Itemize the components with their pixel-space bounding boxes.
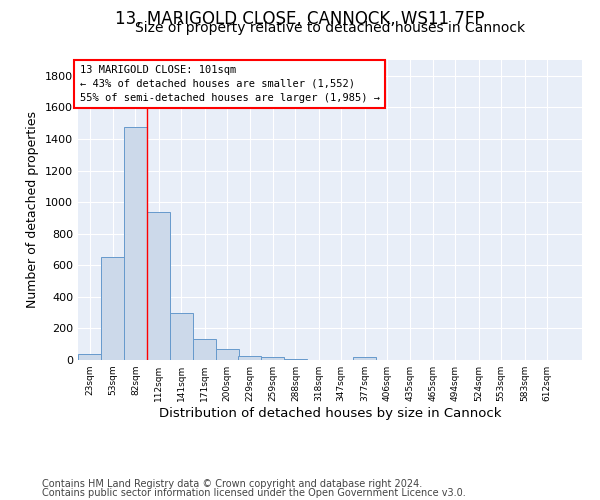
- Text: 13, MARIGOLD CLOSE, CANNOCK, WS11 7FP: 13, MARIGOLD CLOSE, CANNOCK, WS11 7FP: [115, 10, 485, 28]
- Bar: [284, 359, 307, 360]
- Bar: [353, 357, 376, 360]
- Text: Contains public sector information licensed under the Open Government Licence v3: Contains public sector information licen…: [42, 488, 466, 498]
- Title: Size of property relative to detached houses in Cannock: Size of property relative to detached ho…: [135, 21, 525, 35]
- Bar: [124, 127, 147, 360]
- Bar: [238, 356, 261, 360]
- Text: 13 MARIGOLD CLOSE: 101sqm
← 43% of detached houses are smaller (1,552)
55% of se: 13 MARIGOLD CLOSE: 101sqm ← 43% of detac…: [80, 64, 380, 102]
- Bar: [78, 354, 101, 360]
- Bar: [215, 350, 239, 360]
- Bar: [170, 314, 193, 360]
- Text: Contains HM Land Registry data © Crown copyright and database right 2024.: Contains HM Land Registry data © Crown c…: [42, 479, 422, 489]
- X-axis label: Distribution of detached houses by size in Cannock: Distribution of detached houses by size …: [159, 407, 501, 420]
- Bar: [101, 258, 124, 360]
- Y-axis label: Number of detached properties: Number of detached properties: [26, 112, 40, 308]
- Bar: [262, 357, 284, 360]
- Bar: [148, 212, 170, 360]
- Bar: [193, 340, 216, 360]
